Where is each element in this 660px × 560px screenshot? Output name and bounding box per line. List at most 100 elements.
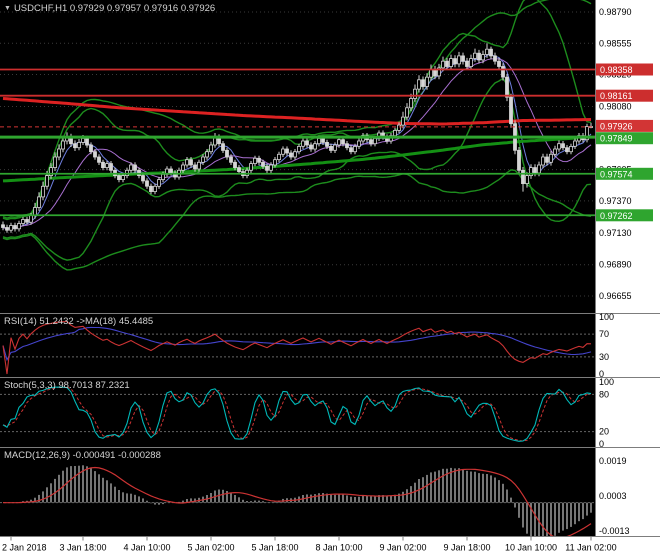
price-axis-label: 0.96655: [599, 291, 632, 301]
candle-body: [185, 159, 189, 166]
candle-body: [421, 79, 425, 87]
stoch-axis-label: 0: [599, 439, 604, 449]
candle-body: [225, 149, 229, 158]
candle-body: [33, 207, 37, 216]
candle-body: [29, 215, 33, 223]
candle-body: [289, 152, 293, 158]
candle-body: [525, 175, 529, 185]
resistance-price-tag[interactable]: [596, 89, 653, 102]
candle-body: [405, 107, 409, 118]
candle-body: [37, 196, 41, 208]
candle-body: [249, 163, 253, 171]
candle-body: [85, 137, 89, 146]
candle-body: [293, 151, 297, 158]
support-price-tag[interactable]: [596, 209, 653, 222]
candle-body: [193, 164, 197, 170]
candle-body: [181, 164, 185, 171]
current-price-price-tag[interactable]: [596, 119, 653, 132]
candle-body: [25, 219, 29, 223]
candle-body: [253, 157, 257, 165]
candle-body: [521, 169, 525, 185]
candle-body: [337, 139, 341, 146]
candle-body: [77, 141, 81, 149]
price-axis-label: 0.97130: [599, 228, 632, 238]
rsi-axis-label: 0: [599, 369, 604, 379]
candle-body: [429, 68, 433, 78]
candle-body: [281, 148, 285, 155]
stoch-main-line: [2, 386, 592, 442]
candle-body: [237, 167, 241, 173]
rsi-ma-line: [2, 326, 592, 362]
candle-body: [397, 124, 401, 131]
candle-body: [469, 58, 473, 67]
candle-body: [149, 185, 153, 193]
candle-body: [169, 168, 173, 174]
candle-body: [465, 60, 469, 67]
candle-body: [557, 143, 561, 150]
candle-body: [285, 148, 289, 154]
candle-body: [441, 60, 445, 69]
stoch-axis-label: 20: [599, 427, 609, 437]
candle-body: [49, 167, 53, 177]
candle-body: [189, 159, 193, 166]
candle-body: [73, 143, 77, 149]
candle-body: [5, 227, 9, 231]
resistance-price-tag-label: 0.98358: [600, 65, 633, 75]
candle-body: [9, 225, 13, 231]
macd-axis-label: 0.0019: [599, 456, 627, 466]
candle-body: [257, 157, 261, 163]
candle-body: [41, 185, 45, 198]
candle-body: [349, 147, 353, 153]
candle-body: [57, 148, 61, 158]
candle-body: [517, 149, 521, 171]
candle-body: [569, 145, 573, 153]
stoch-axis-label: 100: [599, 377, 614, 387]
ma-slow-line: [2, 58, 592, 230]
candle-body: [333, 144, 337, 151]
candle-body: [21, 219, 25, 224]
support-price-tag-label: 0.97849: [600, 134, 633, 144]
main-chart-panel: [0, 0, 595, 297]
candle-body: [61, 140, 65, 150]
time-axis-label: 2 Jan 2018: [2, 543, 47, 553]
price-axis-label: 0.97370: [599, 196, 632, 206]
price-axis-label: 0.98555: [599, 38, 632, 48]
candle-body: [437, 67, 441, 77]
candle-body: [549, 153, 553, 163]
candle-body: [473, 52, 477, 59]
candle-body: [129, 164, 133, 171]
candle-body: [17, 223, 21, 230]
candle-body: [561, 143, 565, 149]
time-axis-label: 5 Jan 18:00: [251, 543, 298, 553]
candle-body: [529, 167, 533, 177]
candle-body: [205, 151, 209, 158]
candle-body: [457, 55, 461, 65]
time-axis-label: 10 Jan 10:00: [505, 543, 557, 553]
price-axis-background: [595, 0, 660, 560]
resistance-price-tag[interactable]: [596, 63, 653, 76]
candle-body: [53, 156, 57, 169]
time-axis-label: 9 Jan 02:00: [379, 543, 426, 553]
bollinger-band-upper-20: [2, 0, 592, 221]
candle-body: [233, 161, 237, 169]
time-axis-label: 11 Jan 02:00: [565, 543, 616, 553]
candle-body: [461, 55, 465, 62]
candle-body: [201, 156, 205, 163]
bollinger-band-lower-40: [2, 169, 592, 271]
rsi-axis-label: 100: [599, 312, 614, 322]
candle-body: [329, 145, 333, 151]
candle-body: [261, 161, 265, 167]
price-axis-label: 0.98080: [599, 101, 632, 111]
candle-body: [533, 167, 537, 174]
candle-body: [545, 156, 549, 163]
candle-body: [321, 137, 325, 143]
candle-body: [497, 60, 501, 67]
candle-body: [265, 165, 269, 171]
candle-body: [269, 164, 273, 171]
candle-body: [565, 147, 569, 153]
ma-fast-line: [2, 54, 592, 230]
candle-body: [145, 180, 149, 187]
support-price-tag[interactable]: [596, 167, 653, 180]
support-price-tag[interactable]: [596, 132, 653, 145]
